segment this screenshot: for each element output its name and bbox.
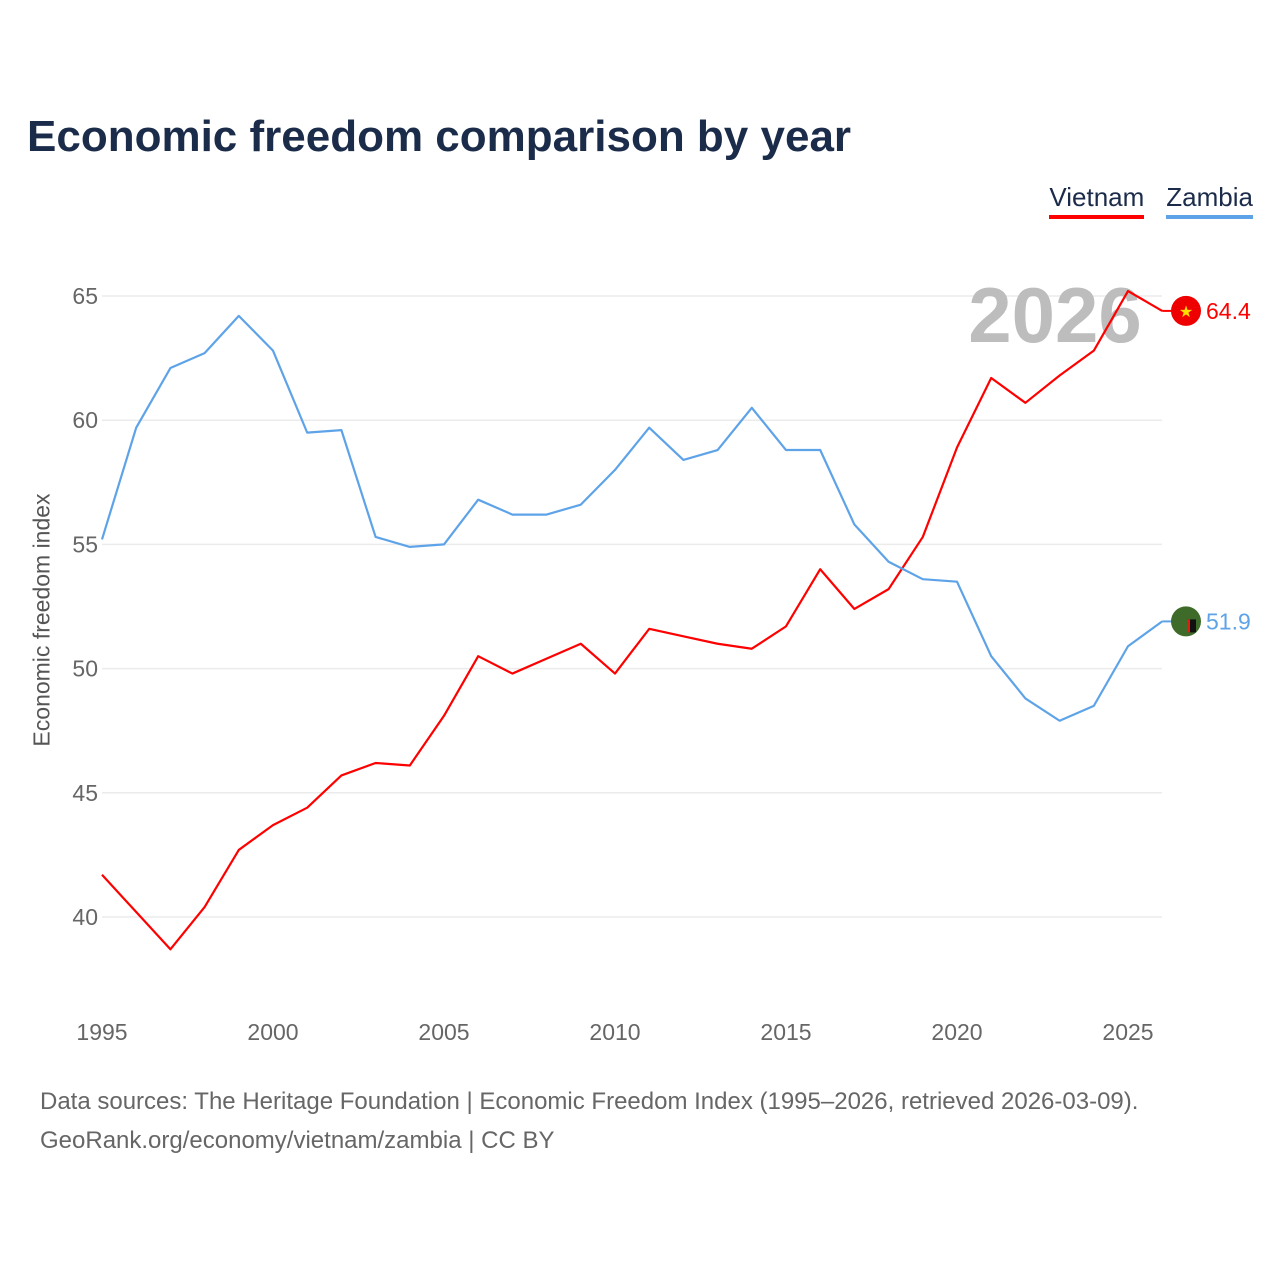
x-tick-label: 2020 — [931, 1019, 982, 1045]
flag-stripe-icon — [1187, 619, 1196, 633]
zambia-flag-icon — [1171, 606, 1201, 637]
star-icon: ★ — [1179, 304, 1193, 321]
x-tick-label: 2005 — [418, 1019, 469, 1045]
y-tick-label: 50 — [72, 656, 98, 682]
x-tick-label: 1995 — [76, 1019, 127, 1045]
y-tick-label: 40 — [72, 904, 98, 930]
legend-zambia[interactable]: Zambia — [1166, 182, 1253, 219]
year-watermark: 2026 — [968, 271, 1142, 359]
series-line-vietnam — [101, 289, 1163, 951]
vietnam-flag-icon — [1171, 295, 1201, 326]
y-tick-label: 60 — [72, 407, 98, 433]
legend-vietnam[interactable]: Vietnam — [1049, 182, 1145, 219]
footer-sources: Data sources: The Heritage Foundation | … — [40, 1088, 1139, 1115]
x-tick-label: 2010 — [589, 1019, 640, 1045]
series-line-zambia — [100, 314, 1163, 722]
legend: Vietnam Zambia — [1049, 182, 1253, 219]
y-tick-label: 55 — [72, 531, 98, 557]
x-tick-label: 2015 — [760, 1019, 811, 1045]
footer-credit: GeoRank.org/economy/vietnam/zambia | CC … — [40, 1127, 555, 1154]
end-value-label: 51.9 — [1206, 608, 1251, 634]
y-tick-label: 65 — [72, 283, 98, 309]
end-value-label: 64.4 — [1206, 298, 1251, 324]
x-tick-label: 2000 — [247, 1019, 298, 1045]
x-tick-label: 2025 — [1102, 1019, 1153, 1045]
chart-title: Economic freedom comparison by year — [27, 112, 852, 161]
y-tick-label: 45 — [72, 780, 98, 806]
flag-stripe-icon — [1187, 619, 1190, 633]
